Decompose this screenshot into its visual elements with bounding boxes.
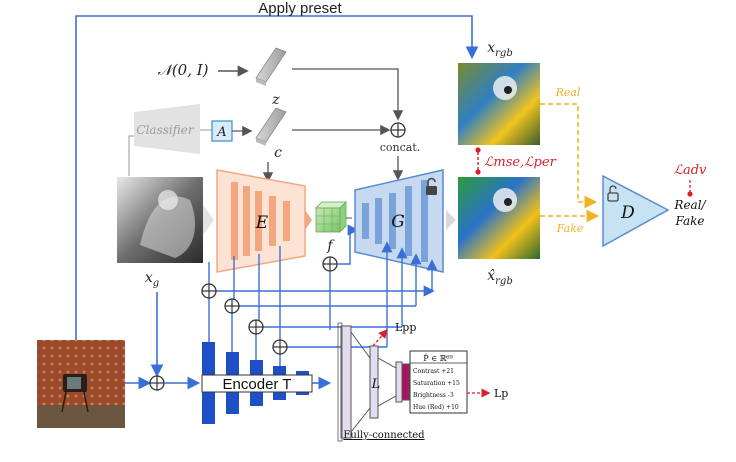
loss-adv-label: ℒadv: [674, 163, 707, 178]
G-label: G: [391, 212, 405, 232]
generator-G: [354, 169, 444, 273]
discriminator-D: [602, 174, 670, 248]
L-p-label: Lp: [494, 387, 508, 400]
z-vector: [255, 47, 287, 86]
z-label: z: [271, 92, 280, 108]
loss-mse-per-label: ℒmse,ℒper: [484, 155, 557, 170]
unlock-icon: [426, 177, 437, 195]
L-label: L: [371, 377, 381, 392]
x-rgb-label: xrgb: [487, 40, 513, 59]
real-image: [458, 63, 540, 145]
apply-preset-path: [75, 15, 479, 320]
encoder-T-label: Encoder T: [223, 376, 292, 393]
fake-label: Fake: [556, 222, 584, 235]
c-label: c: [274, 145, 282, 161]
fully-connected-block: [337, 322, 410, 442]
feature-cube-f: [315, 201, 347, 233]
preset-row: Contrast +21: [413, 368, 454, 375]
noise-label: 𝒩(0, I): [157, 61, 208, 79]
unlock-icon: [607, 185, 619, 202]
real-label: Real: [555, 86, 581, 99]
classifier-label: Classifier: [136, 123, 194, 137]
c-vector: [255, 107, 287, 146]
x-g-label: xg: [145, 270, 159, 289]
real-fake-label-2: Fake: [674, 214, 704, 228]
real-fake-label-1: Real/: [673, 198, 707, 212]
preset-row: Saturation +15: [413, 380, 460, 387]
preset-box-title: P̂ ∈ ℝ⁶⁹: [423, 354, 453, 363]
A-label: A: [216, 125, 226, 140]
x-hat-rgb-label: x̂rgb: [487, 268, 513, 287]
concat-label: concat.: [380, 141, 421, 154]
real-path: [540, 103, 598, 209]
encoder-E: [216, 169, 306, 273]
D-label: D: [620, 203, 635, 223]
preset-box: [409, 350, 468, 414]
reference-image: [37, 340, 125, 428]
generated-image: [458, 177, 540, 259]
classifier-block: Classifier: [134, 104, 200, 154]
E-label: E: [255, 213, 269, 233]
apply-preset-label: Apply preset: [258, 0, 342, 17]
f-label: f: [326, 238, 335, 254]
fully-connected-label: Fully-connected: [343, 430, 425, 441]
preset-row: Hue (Red) +10: [413, 404, 459, 411]
skip-add-ops: [201, 283, 288, 355]
z-to-concat-arrow: [292, 68, 404, 121]
L-pp-label: Lpp: [395, 321, 416, 334]
preset-row: Brightness -3: [413, 392, 454, 399]
